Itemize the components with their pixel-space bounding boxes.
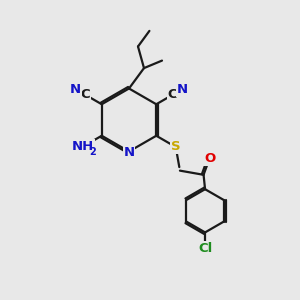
Text: C: C bbox=[81, 88, 90, 101]
Text: N: N bbox=[70, 83, 81, 96]
Text: 2: 2 bbox=[89, 147, 96, 157]
Text: Cl: Cl bbox=[198, 242, 212, 255]
Text: N: N bbox=[177, 83, 188, 96]
Text: C: C bbox=[168, 88, 177, 101]
Text: N: N bbox=[123, 146, 135, 159]
Text: S: S bbox=[171, 140, 181, 154]
Text: O: O bbox=[204, 152, 215, 165]
Text: NH: NH bbox=[72, 140, 94, 153]
